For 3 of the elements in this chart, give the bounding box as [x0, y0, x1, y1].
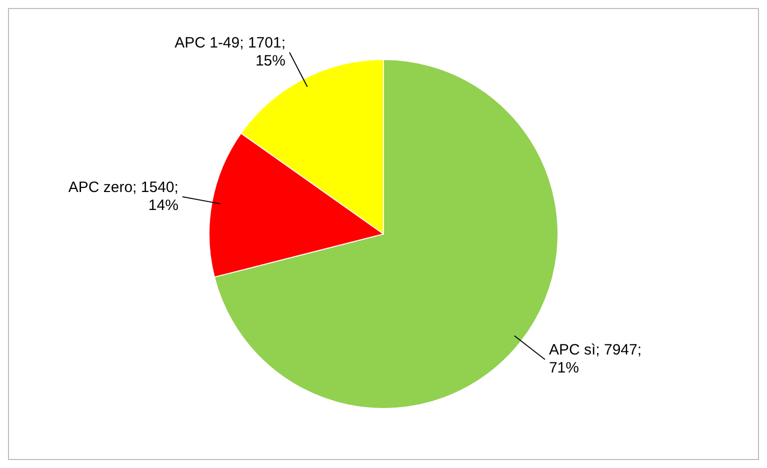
slice-label: APC zero; 1540; 14%: [68, 178, 178, 214]
slice-label: APC sì; 7947; 71%: [548, 342, 642, 377]
slice-label: APC 1-49; 1701; 15%: [174, 34, 286, 70]
